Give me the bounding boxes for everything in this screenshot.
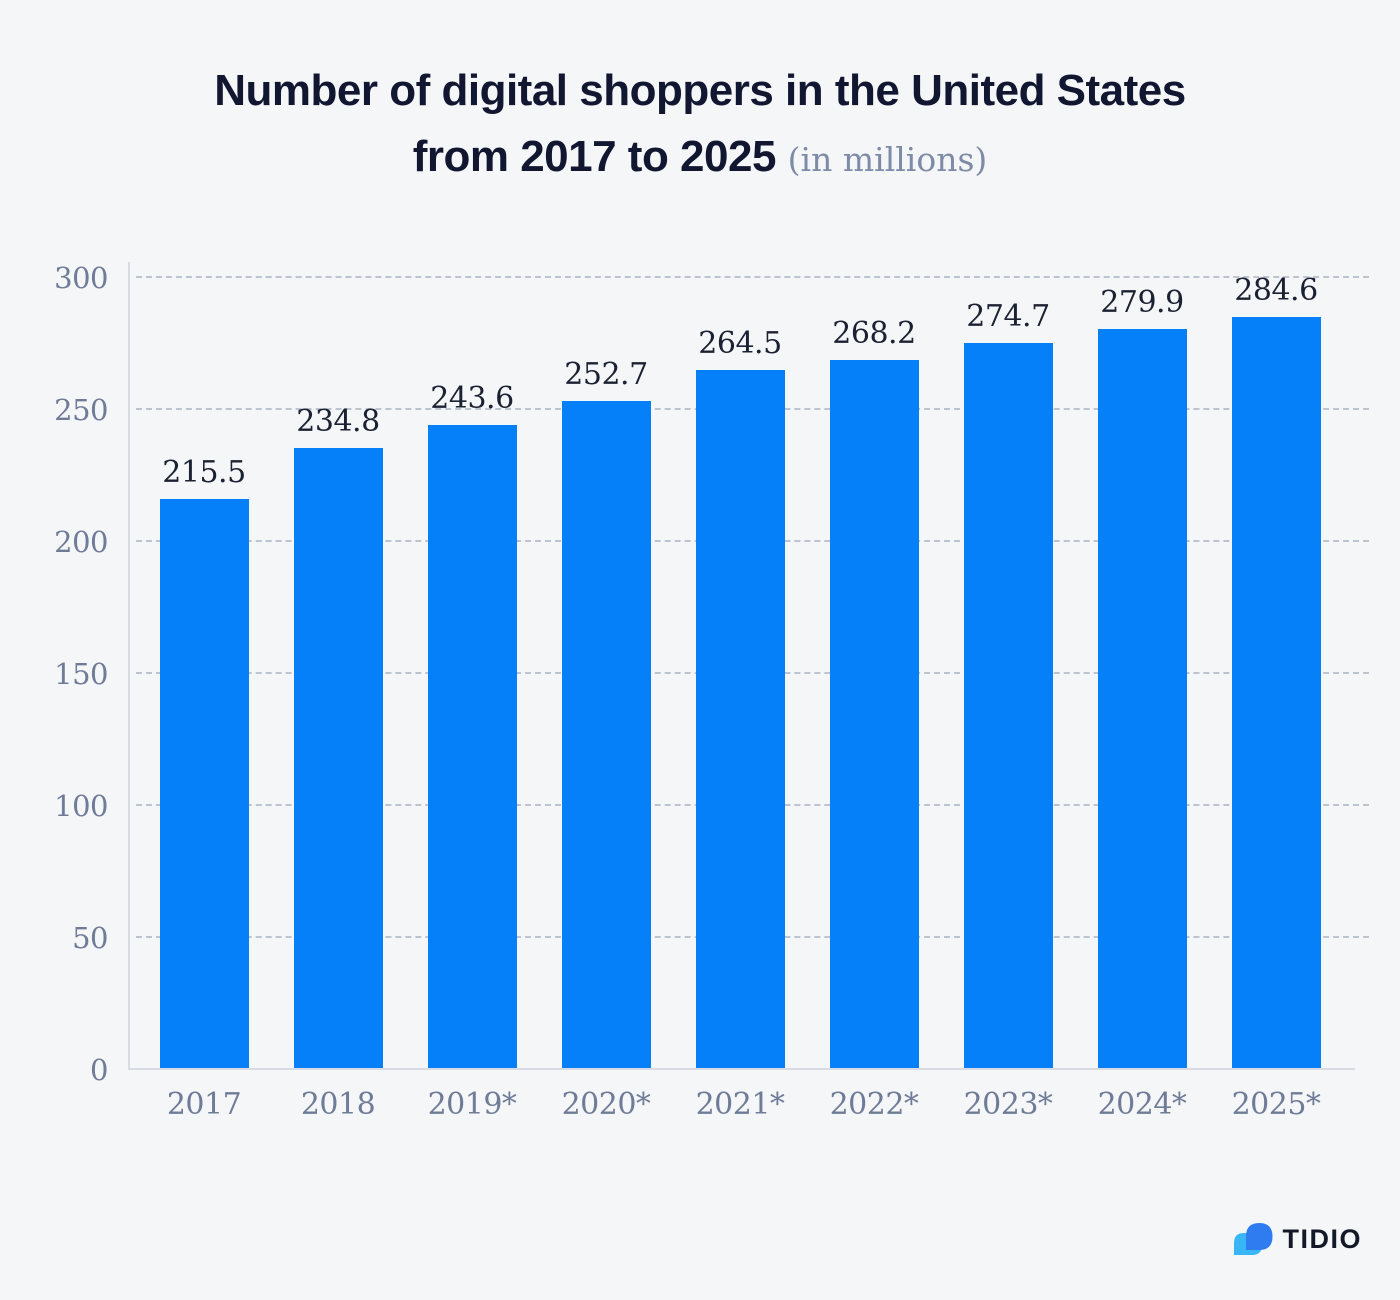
tidio-chat-bubbles-icon: [1233, 1223, 1272, 1255]
x-tick-label: 2025*: [1231, 1087, 1321, 1122]
chat-bubble-dark: [1245, 1223, 1272, 1250]
x-tick-label: 2022*: [829, 1087, 919, 1122]
bar-2025*: [1231, 317, 1321, 1068]
tidio-logo: TIDIO: [1231, 1221, 1363, 1257]
chart-title-line-1: Number of digital shoppers in the United…: [214, 66, 1186, 115]
bar-value-label: 252.7: [564, 357, 648, 392]
y-tick-label: 200: [54, 525, 108, 559]
bar-2018: [293, 448, 383, 1068]
bar-2020*: [561, 401, 651, 1068]
tidio-logo-text: TIDIO: [1282, 1224, 1362, 1254]
chart-title: Number of digital shoppers in the United…: [0, 58, 1400, 193]
bar-2022*: [829, 360, 919, 1068]
chart-title-line-2: from 2017 to 2025 (in millions): [412, 132, 988, 181]
plot-area: 0 50 100 150 200 250 300 215.5 2017 234.8 2018 243.…: [54, 261, 1369, 1122]
x-tick-label: 2021*: [695, 1087, 785, 1122]
bar-value-label: 234.8: [296, 404, 380, 439]
bar-2024*: [1097, 329, 1187, 1068]
bar-2021*: [695, 370, 785, 1068]
y-tick-label: 50: [72, 921, 108, 955]
x-tick-label: 2018: [300, 1087, 376, 1122]
x-tick-label: 2019*: [427, 1087, 517, 1122]
x-tick-label: 2020*: [561, 1087, 651, 1122]
bar-value-label: 215.5: [162, 455, 246, 490]
bar-value-label: 279.9: [1100, 285, 1184, 320]
y-tick-label: 0: [90, 1053, 108, 1087]
bar-value-label: 243.6: [430, 381, 514, 416]
x-tick-label: 2017: [166, 1087, 242, 1122]
bar-value-label: 274.7: [966, 299, 1050, 334]
bar-2019*: [427, 425, 517, 1068]
x-tick-label: 2023*: [963, 1087, 1053, 1122]
x-tick-label: 2024*: [1097, 1087, 1187, 1122]
bar-value-label: 284.6: [1234, 273, 1318, 308]
y-tick-label: 250: [54, 393, 108, 427]
gridline-300: [136, 276, 1369, 278]
y-tick-label: 150: [54, 657, 108, 691]
bar-value-label: 264.5: [698, 326, 782, 361]
bar-value-label: 268.2: [832, 316, 916, 351]
bar-2023*: [963, 343, 1053, 1068]
y-tick-label: 100: [54, 789, 108, 823]
chart-subtitle: (in millions): [787, 140, 988, 179]
y-tick-label: 300: [54, 261, 108, 295]
bar-2017: [159, 499, 249, 1068]
